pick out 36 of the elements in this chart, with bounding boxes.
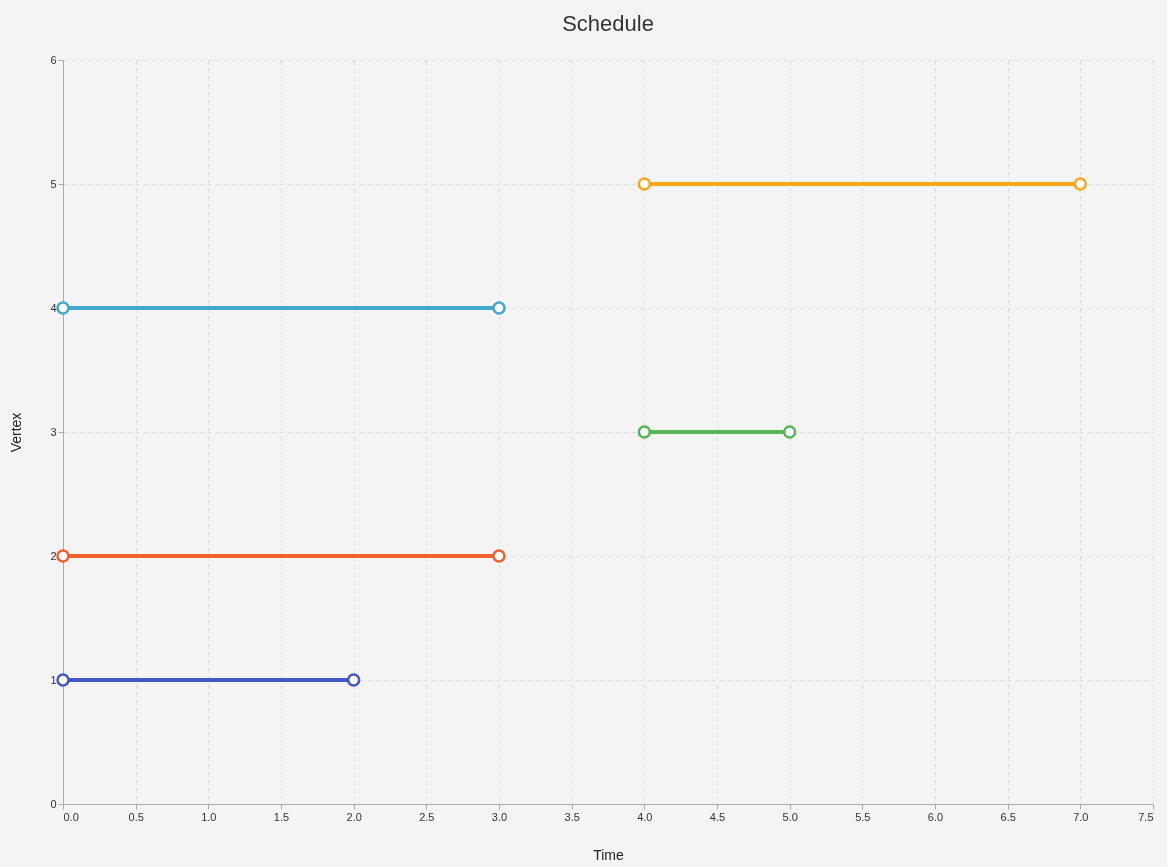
x-tick-label: 7.0 [1073,810,1089,823]
x-tick-label: 0.0 [63,810,79,823]
x-tick-label: 6.0 [927,810,944,823]
x-tick-label: 4.5 [709,810,726,823]
x-tick-label: 5.0 [782,810,798,823]
y-tick-label: 0 [50,797,57,810]
point [56,549,70,563]
y-tick-label: 1 [50,673,57,686]
y-tick-label: 6 [50,53,57,66]
chart-title: Schedule [562,11,654,36]
point [782,425,797,439]
x-tick-label: 1.0 [201,810,217,823]
x-tick-label: 2.0 [346,810,362,823]
x-tick-label: 4.0 [637,810,653,823]
x-tick-label: 2.5 [419,810,435,823]
y-tick-label: 5 [50,177,57,190]
x-tick-label: 7.5 [1138,810,1154,823]
x-tick-label: 3.5 [564,810,580,823]
point [346,673,361,687]
x-tick-label: 0.5 [128,810,144,823]
point [637,425,652,439]
x-tick-label: 5.5 [855,810,871,823]
y-tick-label: 2 [50,549,57,562]
y-tick-label: 4 [50,301,57,314]
point [56,673,70,687]
point [1073,177,1088,191]
x-tick-label: 1.5 [273,810,290,823]
point [492,549,506,563]
x-tick-label: 6.5 [1000,810,1016,823]
point [492,301,506,315]
x-tick-label: 3.0 [491,810,508,823]
point [637,177,652,191]
x-axis-title: Time [593,846,625,863]
y-tick-label: 3 [50,425,57,438]
point [56,301,70,315]
y-axis-title: Vertex [7,412,24,453]
